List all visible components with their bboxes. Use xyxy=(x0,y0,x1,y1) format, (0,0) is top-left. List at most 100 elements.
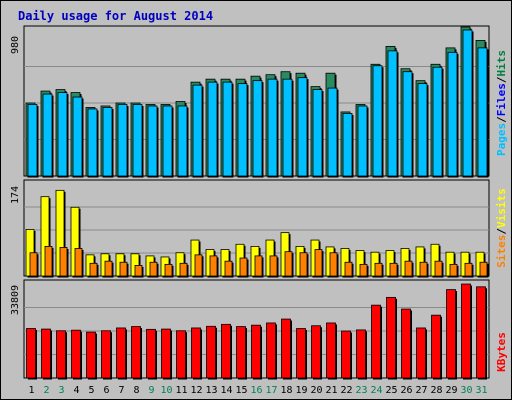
bar-sites xyxy=(479,261,488,277)
legend-bottom: KBytes xyxy=(495,332,508,372)
x-tick-label: 25 xyxy=(385,385,397,396)
chart-title: Daily usage for August 2014 xyxy=(18,9,213,23)
bar-sites xyxy=(299,252,308,277)
bar-kbytes xyxy=(281,318,291,379)
bar-kbytes xyxy=(311,325,321,379)
x-tick-label: 19 xyxy=(295,385,307,396)
bar-kbytes xyxy=(386,296,396,379)
bar-sites xyxy=(269,255,278,277)
x-tick-label: 7 xyxy=(118,385,124,396)
bar-pages xyxy=(237,83,248,177)
bar-pages xyxy=(402,71,413,177)
bar-sites xyxy=(344,261,353,277)
bar-sites xyxy=(419,261,428,277)
x-tick-label: 24 xyxy=(370,385,382,396)
bar-sites xyxy=(254,255,263,277)
bar-pages xyxy=(192,84,203,177)
x-tick-label: 11 xyxy=(175,385,187,396)
panel-kbytes xyxy=(23,279,490,380)
bar-kbytes xyxy=(251,324,261,379)
x-tick-label: 30 xyxy=(460,385,472,396)
bar-kbytes xyxy=(356,329,366,379)
bar-kbytes xyxy=(266,322,276,379)
x-tick-label: 31 xyxy=(475,385,487,396)
bar-pages xyxy=(87,108,98,177)
legend-pages: Pages xyxy=(495,123,508,156)
bar-pages xyxy=(207,81,218,177)
bar-kbytes xyxy=(116,327,126,379)
bar-kbytes xyxy=(206,325,216,379)
bar-pages xyxy=(102,107,113,177)
bar-pages xyxy=(357,105,368,177)
bar-sites xyxy=(59,247,68,277)
legend-sites: Sites xyxy=(495,235,508,268)
bar-kbytes xyxy=(161,328,171,379)
bar-kbytes xyxy=(146,328,156,379)
bar-pages xyxy=(477,47,488,177)
legend-separator: / xyxy=(495,116,508,123)
bar-kbytes xyxy=(431,314,441,379)
bar-pages xyxy=(252,80,263,177)
legend-top: Pages/Files/Hits xyxy=(495,50,508,156)
bar-pages xyxy=(327,87,338,177)
bar-sites xyxy=(329,252,338,277)
x-tick-label: 1 xyxy=(28,385,34,396)
x-axis-labels: 1 2 3 4 5 6 7 8 9 10 11 12 13 14 15 16 17 18 19 20 21 22 23 24 2… xyxy=(28,385,487,396)
bar-pages xyxy=(222,81,233,177)
y-max-label-top: 980 xyxy=(10,36,21,54)
bar-pages xyxy=(282,78,293,177)
x-tick-label: 6 xyxy=(103,385,109,396)
bar-kbytes xyxy=(221,323,231,379)
x-tick-label: 29 xyxy=(445,385,457,396)
bar-sites xyxy=(224,260,233,277)
bar-kbytes xyxy=(131,326,141,379)
bar-sites xyxy=(119,261,128,277)
bar-pages xyxy=(312,89,323,177)
svg-text:Pages/Files/Hits: Pages/Files/Hits xyxy=(495,50,508,156)
bar-sites xyxy=(464,262,473,277)
bar-pages xyxy=(27,104,38,177)
legend-hits: Hits xyxy=(495,50,508,77)
x-tick-label: 10 xyxy=(160,385,172,396)
y-max-label-bottom: 33809 xyxy=(10,285,21,315)
x-tick-label: 20 xyxy=(310,385,322,396)
bar-kbytes xyxy=(461,283,471,379)
bar-sites xyxy=(89,262,98,277)
bar-kbytes xyxy=(56,330,66,379)
bar-kbytes xyxy=(101,330,111,379)
x-tick-label: 23 xyxy=(355,385,367,396)
bar-sites xyxy=(29,252,38,277)
x-tick-label: 17 xyxy=(265,385,277,396)
bar-sites xyxy=(389,262,398,277)
bar-sites xyxy=(239,257,248,277)
bar-pages xyxy=(162,105,173,177)
panel-hits-files-pages xyxy=(23,25,490,178)
bar-pages xyxy=(42,93,53,177)
x-tick-label: 8 xyxy=(133,385,139,396)
bar-sites xyxy=(134,265,143,277)
x-tick-label: 4 xyxy=(73,385,79,396)
bar-sites xyxy=(449,263,458,277)
bar-kbytes xyxy=(476,286,486,379)
bar-sites xyxy=(284,251,293,277)
bar-sites xyxy=(149,261,158,277)
x-tick-label: 22 xyxy=(340,385,352,396)
x-tick-label: 2 xyxy=(43,385,49,396)
x-tick-label: 28 xyxy=(430,385,442,396)
bar-pages xyxy=(297,77,308,177)
bar-kbytes xyxy=(176,330,186,379)
panel-visits-sites xyxy=(23,179,490,278)
bar-kbytes xyxy=(26,328,36,379)
bar-sites xyxy=(44,245,53,277)
x-tick-label: 15 xyxy=(235,385,247,396)
bar-sites xyxy=(179,262,188,277)
bar-kbytes xyxy=(341,330,351,379)
x-tick-label: 18 xyxy=(280,385,292,396)
bar-sites xyxy=(164,263,173,277)
bar-pages xyxy=(132,104,143,177)
bar-pages xyxy=(147,105,158,177)
bar-pages xyxy=(417,83,428,177)
svg-text:KBytes: KBytes xyxy=(495,332,508,372)
